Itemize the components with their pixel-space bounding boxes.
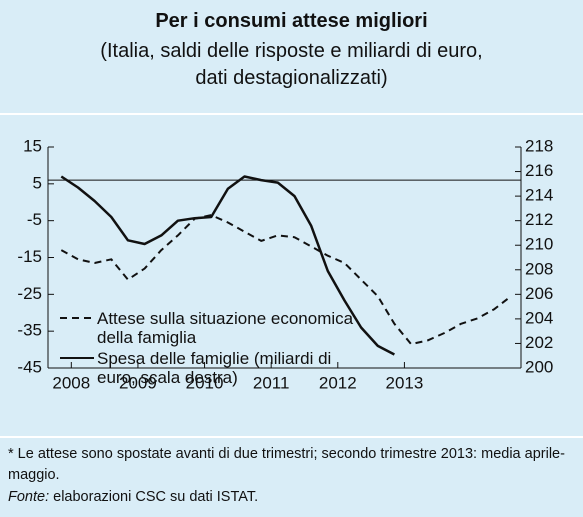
- y-tick-label: 5: [33, 173, 42, 192]
- source-label: Fonte:: [8, 489, 50, 505]
- y2-tick-label: 206: [525, 284, 553, 303]
- legend-label: Attese sulla situazione economica della …: [97, 309, 354, 347]
- y-tick-label: 15: [23, 136, 42, 155]
- y2-tick-label: 208: [525, 259, 553, 278]
- y2-tick-label: 214: [525, 186, 553, 205]
- y-tick-label: -25: [17, 284, 42, 303]
- chart-subtitle: (Italia, saldi delle risposte e miliardi…: [100, 40, 483, 89]
- y2-tick-label: 200: [525, 357, 553, 376]
- x-tick-label: 2013: [386, 373, 424, 392]
- x-tick-label: 2010: [186, 373, 224, 392]
- footnote: * Le attese sono spostate avanti di due …: [8, 446, 565, 483]
- source: Fonte: elaborazioni CSC su dati ISTAT.: [8, 489, 258, 505]
- series-line: [60, 175, 395, 356]
- y-tick-label: -45: [17, 357, 42, 376]
- y2-tick-label: 212: [525, 210, 553, 229]
- y-tick-label: -15: [17, 247, 42, 266]
- y2-tick-label: 210: [525, 235, 553, 254]
- y-tick-label: -35: [17, 321, 42, 340]
- chart-title: Per i consumi attese migliori: [155, 10, 428, 32]
- y-tick-label: -5: [27, 210, 42, 229]
- series-line: [60, 214, 512, 346]
- y2-tick-label: 202: [525, 333, 553, 352]
- x-tick-label: 2008: [52, 373, 90, 392]
- legend-label: Spesa delle famiglie (miliardi di euro, …: [97, 349, 332, 387]
- y2-tick-label: 216: [525, 161, 553, 180]
- x-tick-label: 2012: [319, 373, 357, 392]
- x-tick-label: 2009: [119, 373, 157, 392]
- y2-tick-label: 204: [525, 308, 553, 327]
- source-text: elaborazioni CSC su dati ISTAT.: [49, 489, 259, 505]
- y2-tick-label: 218: [525, 136, 553, 155]
- x-tick-label: 2011: [253, 373, 290, 392]
